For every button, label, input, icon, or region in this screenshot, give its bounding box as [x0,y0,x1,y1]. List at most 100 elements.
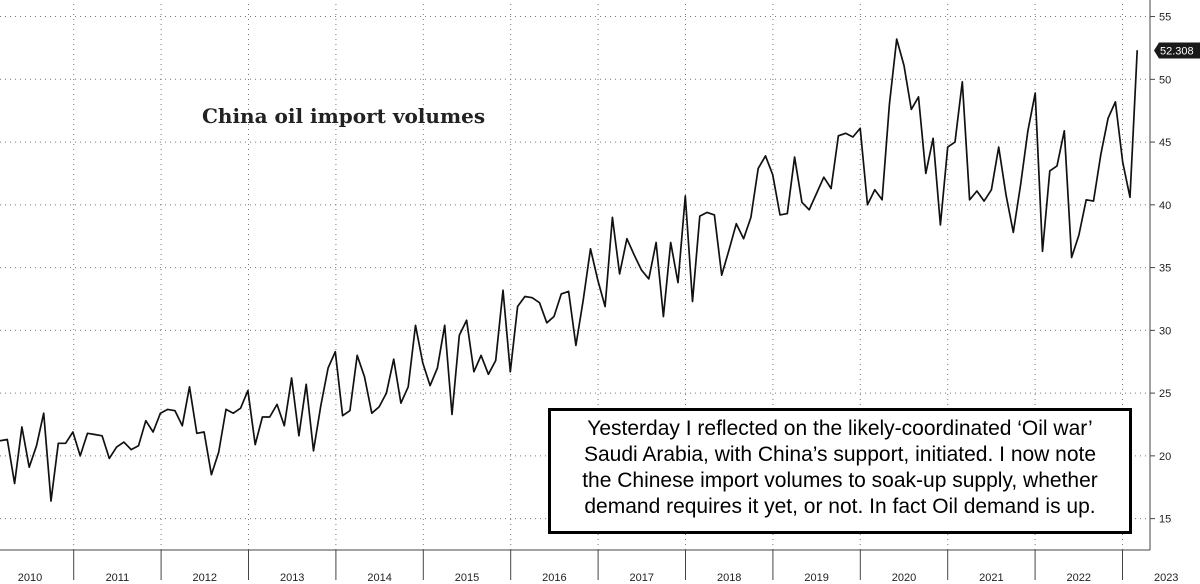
data-point [225,408,227,410]
data-point [72,431,74,433]
data-point [276,403,278,405]
data-point [407,386,409,388]
x-tick-label: 2022 [1067,572,1091,584]
data-point [604,306,606,307]
data-point [196,432,198,434]
data-point [466,319,468,321]
data-point [123,441,125,443]
data-point [633,254,635,256]
data-point [28,466,30,468]
data-point [881,199,883,201]
data-point [116,446,118,448]
data-point [334,351,336,353]
data-point [349,410,351,412]
data-point [101,435,103,437]
data-point [50,500,52,502]
x-tick-label: 2014 [367,572,391,584]
x-tick-label: 2023 [1154,572,1178,584]
data-point [138,445,139,447]
data-point [385,392,387,394]
data-point [400,402,402,404]
data-point [662,316,664,317]
data-point [575,344,577,346]
data-point [801,201,803,203]
data-point [918,96,919,98]
data-point [356,354,358,356]
data-point [874,189,876,191]
data-point [553,316,555,317]
data-point [57,442,59,444]
data-point [145,420,147,422]
data-point [94,434,96,435]
data-point [203,431,205,433]
data-point [393,358,395,360]
data-point [1107,117,1109,119]
data-point [765,155,766,157]
data-point [1027,130,1029,132]
data-point [364,376,365,378]
data-point [1136,49,1138,51]
data-point [509,371,511,373]
data-point [969,199,971,201]
data-point [79,455,81,457]
data-point [582,299,584,301]
y-tick-label: 55 [1159,12,1171,24]
data-point [670,242,672,243]
data-point [750,216,752,218]
data-point [240,407,242,409]
data-point [210,474,212,476]
x-tick-label: 2013 [280,572,304,584]
data-point [779,214,781,216]
data-point [451,413,453,415]
data-point [1071,257,1073,258]
last-value-badge-bg [1154,42,1200,59]
y-tick-label: 30 [1159,325,1171,337]
annotation-box: Yesterday I reflected on the likely-coor… [548,408,1132,534]
data-point [1056,165,1058,167]
data-point [495,360,497,361]
data-point [677,282,679,284]
data-point [743,238,745,240]
y-tick-label: 20 [1159,451,1171,463]
data-point [36,445,37,447]
data-point [327,367,329,369]
data-point [590,248,591,250]
data-point [903,65,905,66]
data-point [757,167,759,169]
data-point [699,215,701,217]
data-point [269,416,271,418]
data-point [976,190,978,192]
data-point [888,103,890,105]
data-point [713,214,715,216]
annotation-line: the Chinese import volumes to soak-up su… [582,469,1098,492]
data-point [320,405,322,407]
data-point [0,440,1,442]
x-tick-label: 2020 [892,572,916,584]
data-point [43,412,45,414]
data-point [21,426,23,428]
data-point [961,81,963,83]
data-point [1012,231,1014,233]
data-point [189,386,190,388]
data-point [706,211,708,213]
data-point [422,362,424,364]
data-point [641,269,642,271]
data-point [108,457,110,459]
data-point [539,302,540,304]
x-tick-label: 2018 [717,572,741,584]
data-point [837,135,839,137]
y-tick-label: 15 [1159,514,1171,526]
data-point [728,249,730,251]
data-point [794,156,796,158]
data-point [830,188,832,189]
data-point [1020,184,1022,186]
data-point [684,195,686,197]
data-point [859,127,861,129]
data-point [932,137,934,139]
series-layer [0,38,1139,502]
data-point [808,209,810,211]
data-point [218,451,220,453]
data-point [546,322,548,324]
data-point [597,279,599,281]
